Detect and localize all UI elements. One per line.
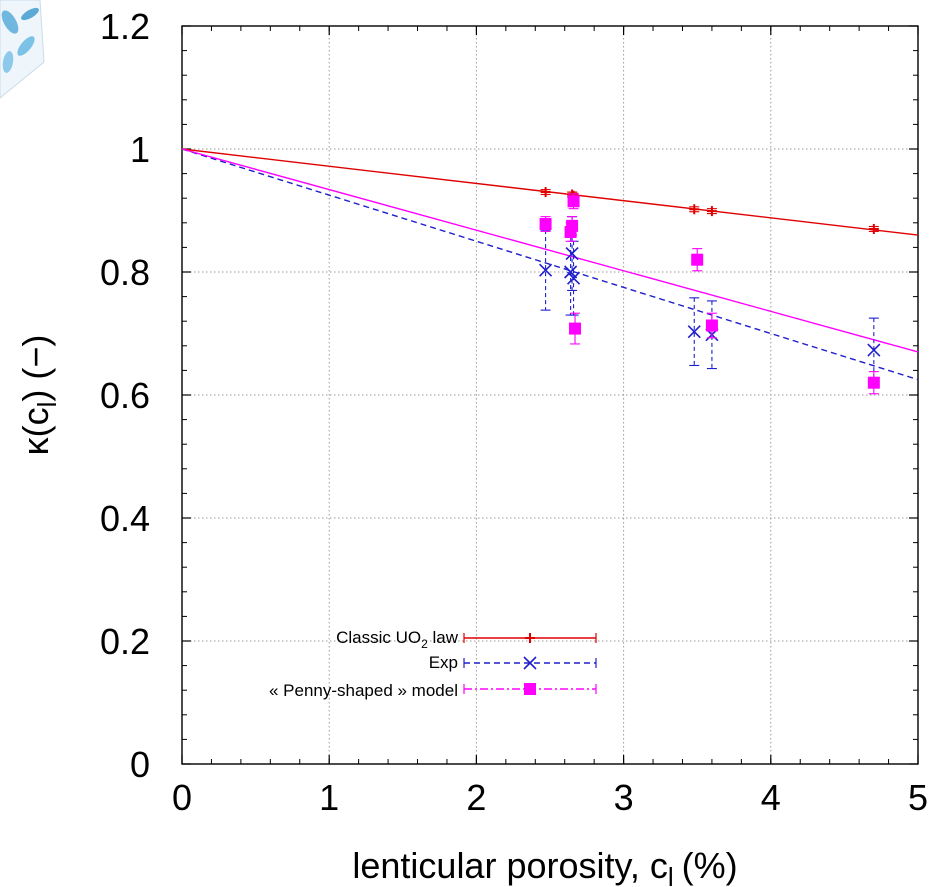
data-markers <box>539 187 881 395</box>
x-tick-label: 1 <box>319 777 339 818</box>
fit-line-series-1 <box>181 148 919 381</box>
data-point-series-1 <box>867 343 881 357</box>
logo-fragment <box>0 0 45 99</box>
y-tick-label: 0.2 <box>100 621 150 662</box>
grid <box>182 26 918 764</box>
legend-sample-marker <box>525 633 535 643</box>
data-point-series-1 <box>539 263 553 277</box>
y-tick-label: 0.6 <box>100 375 150 416</box>
data-point-series-2 <box>566 219 579 232</box>
data-point-series-2 <box>569 322 582 335</box>
data-point-series-0 <box>706 206 717 217</box>
y-tick-label: 0 <box>130 744 150 785</box>
legend-label-exp: Exp <box>429 653 458 672</box>
x-tick-label: 2 <box>466 777 486 818</box>
data-point-series-2 <box>705 319 718 332</box>
y-tick-label: 1.2 <box>100 6 150 47</box>
y-tick-label: 0.4 <box>100 498 150 539</box>
data-point-series-0 <box>868 223 879 234</box>
legend-sample-marker <box>523 656 537 670</box>
x-tick-label: 0 <box>172 777 192 818</box>
legend-label-penny: « Penny-shaped » model <box>269 681 458 700</box>
data-point-series-1 <box>687 325 701 339</box>
fit-line-series-2 <box>181 148 919 353</box>
y-tick-label: 1 <box>130 129 150 170</box>
data-point-series-1 <box>566 271 581 285</box>
data-point-series-2 <box>539 218 552 231</box>
y-axis-title: κ(cl) (−) <box>15 335 62 456</box>
legend-label-classic: Classic UO2 law <box>336 628 459 651</box>
data-point-series-2 <box>567 195 580 208</box>
data-point-series-0 <box>689 204 700 215</box>
legend: Classic UO2 law Exp « Penny-shaped » mod… <box>269 628 597 700</box>
x-tick-label: 3 <box>614 777 634 818</box>
fit-lines <box>181 148 919 381</box>
data-point-series-2 <box>867 376 880 389</box>
x-axis-title: lenticular porosity, cl (%) <box>352 845 737 887</box>
data-point-series-2 <box>691 253 704 266</box>
legend-sample-marker <box>524 683 536 695</box>
data-point-series-1 <box>565 246 579 261</box>
x-tick-label: 5 <box>908 777 928 818</box>
axis-ticks: 0 1 2 3 4 5 0 0.2 0.4 0.6 0.8 1 1.2 <box>100 6 928 818</box>
y-tick-label: 0.8 <box>100 252 150 293</box>
data-point-series-0 <box>540 187 551 198</box>
x-tick-label: 4 <box>761 777 781 818</box>
